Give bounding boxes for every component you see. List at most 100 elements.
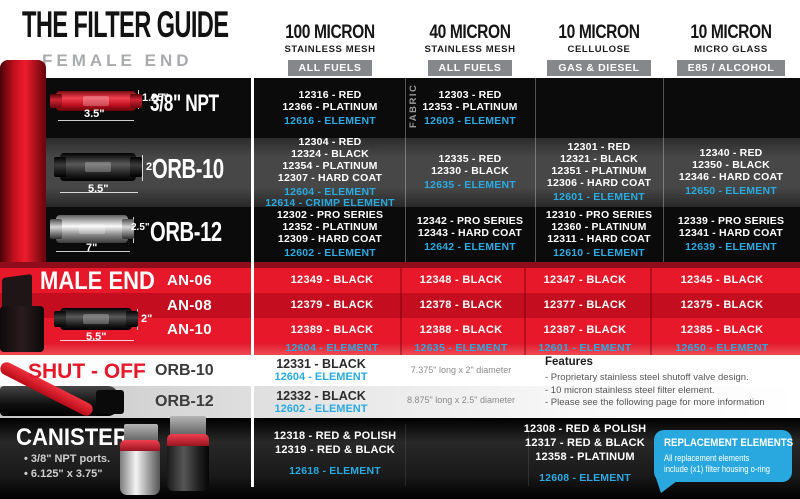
row-label-an10: AN-10 [167,321,212,338]
dimension-length: 7" [86,242,98,254]
element-numbers: 12650 - ELEMENT [685,186,777,198]
element-number: 12650 - ELEMENT [675,342,769,354]
fabric-tag: FABRIC [408,83,419,128]
part-number: 12353 - PLATINUM [422,100,518,113]
part-number: 12339 - PRO SERIES [677,215,785,228]
canister-specs: • 3/8" NPT ports. • 6.125" x 3.75" [24,452,110,482]
row-label-npt: 3/8" NPT [150,90,219,117]
part-number: 12317 - RED & BLACK [525,436,645,449]
label-column-divider [251,78,254,487]
red-filter-thumbnail [50,91,142,111]
element-numbers: 12602 - ELEMENT [284,248,376,260]
part-number: 12335 - RED [438,153,502,166]
part-number: 12308 - RED & POLISH [523,422,647,435]
dimension-length: 5.5" [88,183,109,195]
column-media-label: CELLULOSE [567,44,631,55]
column-divider [528,424,529,486]
element-number: 12601 - ELEMENT [538,342,632,354]
part-number: 12389 - BLACK [290,324,374,336]
part-numbers: 12302 - PRO SERIES 12352 - PLATINUM 12309 … [277,209,383,245]
part-number: 12302 - PRO SERIES [276,209,384,222]
dimension-height: 2" [146,161,158,173]
part-number: 12316 - RED [298,88,362,101]
column-header-100-micron: 100 MICRON STAINLESS MESH ALL FUELS [255,22,405,76]
element-numbers: 12616 - ELEMENT [284,114,376,128]
column-header-40-micron: 40 MICRON STAINLESS MESH ALL FUELS [395,22,545,76]
element-number: 12616 - ELEMENT [284,114,376,127]
fuel-type-badge: ALL FUELS [427,60,513,76]
part-number: 12341 - HARD COAT [678,227,784,240]
dimension-line [142,155,143,181]
features-list: - Proprietary stainless steel shutoff va… [545,372,765,410]
part-number: 12311 - HARD COAT [547,233,651,246]
column-media-label: STAINLESS MESH [424,44,516,55]
dimension-line [58,120,134,121]
size-spec: 8.875" long x 2.5" diameter [407,395,515,405]
part-number: 12303 - RED [438,88,502,101]
row-label-shutoff-orb10: ORB-10 [155,362,214,379]
part-number: 12379 - BLACK [290,299,374,311]
part-number: 12309 - HARD COAT [277,233,383,246]
male-end-top-strip [0,262,800,268]
size-spec: 7.375" long x 2" diameter [410,365,512,375]
column-media-label: MICRO GLASS [694,44,768,55]
element-number: 12635 - ELEMENT [414,342,508,354]
column-micron-label: 40 MICRON [429,22,511,43]
part-number: 12354 - PLATINUM [282,159,378,172]
feature-item: - Proprietary stainless steel shutoff va… [545,372,749,383]
part-numbers: 12303 - RED 12353 - PLATINUM [422,89,517,113]
male-end-section-label: MALE END [40,267,155,295]
element-number: 12602 - ELEMENT [284,247,376,260]
cell-orb10-100micron: 12304 - RED 12324 - BLACK 12354 - PLATINUM… [258,136,402,209]
row-label-orb10: ORB-10 [152,153,224,184]
element-numbers: 12639 - ELEMENT [685,242,777,254]
canister-spec: • 6.125" x 3.75" [24,468,103,480]
shutoff-valve-product-photo [96,390,124,414]
column-media-label: STAINLESS MESH [284,44,376,55]
part-number: 12319 - RED & BLACK [275,443,395,456]
element-numbers: 12642 - ELEMENT [424,242,516,254]
part-number: 12375 - BLACK [680,299,764,311]
element-number: 12610 - ELEMENT [553,247,645,260]
part-numbers: 12316 - RED 12366 - PLATINUM [282,89,377,113]
column-divider [650,268,652,355]
part-number: 12318 - RED & POLISH [273,429,397,442]
part-numbers: 12304 - RED 12324 - BLACK 12354 - PLATINUM… [278,136,382,184]
part-number: 12378 - BLACK [419,299,503,311]
part-number: 12343 - HARD COAT [417,227,523,240]
red-filter-product-photo [0,60,46,262]
cell-canister-cellulose: 12308 - RED & POLISH 12317 - RED & BLACK 1… [515,420,655,486]
callout-body-line: include (x1) filter housing o-ring [664,464,771,475]
part-number: 12351 - PLATINUM [551,165,647,178]
part-number: 12388 - BLACK [419,324,503,336]
column-divider [405,424,406,486]
cell-orb10-microglass: 12340 - RED 12350 - BLACK 12346 - HARD COA… [666,138,796,207]
element-number: 12618 - ELEMENT [289,464,381,477]
part-number: 12360 - PLATINUM [551,221,647,234]
canister-product-photo [170,416,206,436]
part-number: 12331 - BLACK [276,357,366,371]
element-number: 12604 - ELEMENT [274,371,368,383]
column-micron-label: 100 MICRON [285,22,375,43]
canister-product-photo [167,446,209,491]
element-number: 12602 - ELEMENT [274,403,368,415]
shutoff-orb12-band [0,386,800,418]
fuel-type-badge: GAS & DIESEL [547,60,651,76]
part-number: 12310 - PRO SERIES [545,209,653,222]
canister-spec: • 3/8" NPT ports. [24,453,111,465]
part-numbers: 12339 - PRO SERIES 12341 - HARD COAT [678,215,784,239]
part-numbers: 12301 - RED 12321 - BLACK 12351 - PLATINUM… [547,141,651,189]
dimension-length: 3.5" [84,108,105,120]
part-number: 12358 - PLATINUM [535,450,635,463]
column-divider [405,78,406,262]
cell-orb12-100micron: 12302 - PRO SERIES 12352 - PLATINUM 12309 … [258,207,402,262]
part-number: 12346 - HARD COAT [678,171,784,184]
column-micron-label: 10 MICRON [690,22,772,43]
dimension-line [60,192,138,193]
part-number: 12324 - BLACK [291,147,369,160]
male-row-an06-background [0,268,800,293]
column-divider [535,78,536,262]
part-number: 12385 - BLACK [680,324,764,336]
element-number: 12614 - CRIMP ELEMENT [265,197,395,209]
